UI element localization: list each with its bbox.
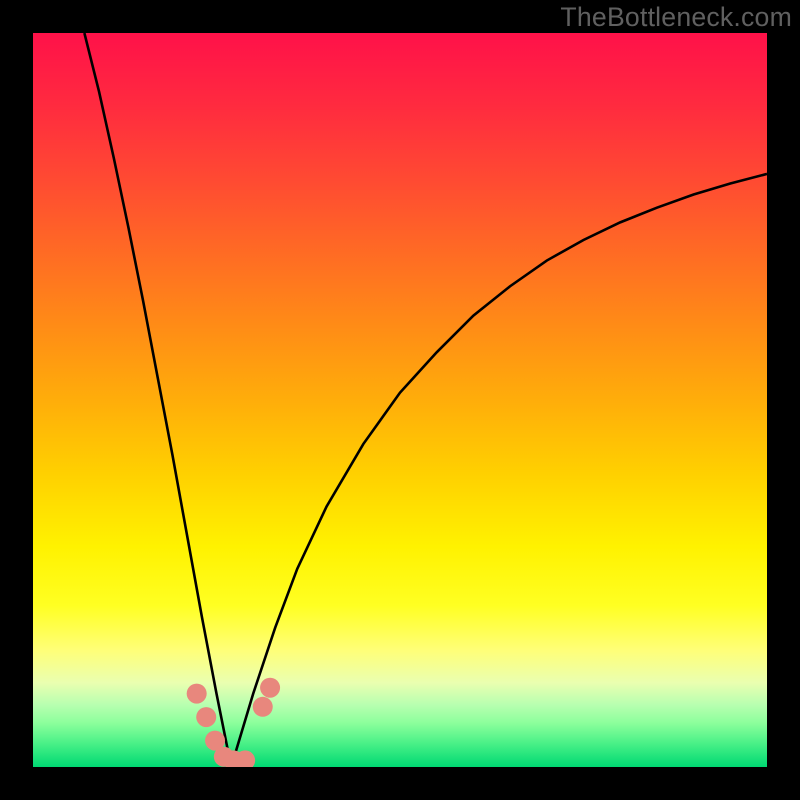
marker-group bbox=[187, 678, 280, 767]
outer-frame: TheBottleneck.com bbox=[0, 0, 800, 800]
watermark-text: TheBottleneck.com bbox=[560, 2, 792, 33]
marker-dot bbox=[196, 707, 216, 727]
curve-layer bbox=[33, 33, 767, 767]
marker-dot bbox=[260, 678, 280, 698]
marker-dot bbox=[187, 684, 207, 704]
bottleneck-curve bbox=[84, 33, 767, 767]
plot-area bbox=[33, 33, 767, 767]
marker-dot bbox=[253, 697, 273, 717]
